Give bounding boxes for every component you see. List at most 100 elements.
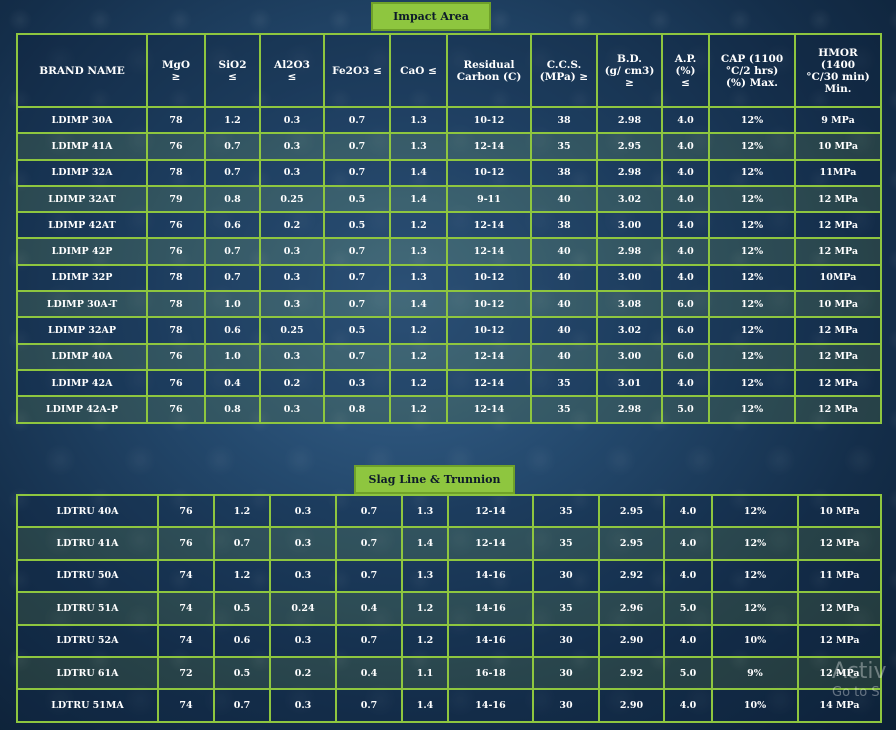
cell-cao: 1.2 [389, 342, 448, 371]
cell-ap: 6.0 [661, 316, 710, 345]
cell-al2o3: 0.24 [269, 591, 337, 626]
cell-mgo: 72 [157, 655, 215, 691]
cell-hmor: 12 MPa [797, 623, 882, 658]
cell-al2o3: 0.3 [269, 623, 337, 658]
cell-residual-carbon: 12-14 [446, 368, 532, 398]
slag-table-row: LDTRU 40A 76 1.2 0.3 0.7 1.3 12-14 35 2.95 4.0 12%… [16, 493, 882, 529]
cell-ccs: 35 [530, 368, 598, 398]
cell-bd: 2.98 [596, 158, 663, 187]
cell-ccs: 30 [532, 655, 600, 691]
cell-cap: 12% [708, 263, 796, 293]
cell-bd: 3.01 [596, 368, 663, 398]
impact-table-row: LDIMP 32A 78 0.7 0.3 0.7 1.4 10-12 38 2.98 4.0 12%… [16, 158, 882, 187]
cell-cao: 1.2 [389, 316, 448, 345]
col-cao: CaO ≤ [389, 33, 448, 108]
cell-brand-name: LDIMP 32AP [16, 316, 148, 345]
cell-brand-name: LDIMP 32P [16, 263, 148, 293]
cell-ap: 4.0 [661, 368, 710, 398]
col-cap: CAP (1100 °C/2 hrs) (%) Max. [708, 33, 796, 108]
cell-mgo: 78 [146, 263, 206, 293]
cell-hmor: 14 MPa [797, 688, 882, 723]
cell-cao: 1.1 [401, 655, 449, 691]
impact-area-title: Impact Area [371, 2, 491, 31]
cell-cao: 1.4 [389, 158, 448, 187]
cell-bd: 3.02 [596, 316, 663, 345]
cell-mgo: 76 [146, 211, 206, 240]
col-mgo: MgO ≥ [146, 33, 206, 108]
cell-bd: 2.95 [596, 132, 663, 161]
cell-fe2o3: 0.5 [323, 316, 391, 345]
cell-brand-name: LDIMP 32AT [16, 184, 148, 214]
cell-ap: 6.0 [661, 342, 710, 371]
cell-mgo: 78 [146, 158, 206, 187]
cell-brand-name: LDTRU 61A [16, 655, 159, 691]
cell-fe2o3: 0.5 [323, 211, 391, 240]
cell-fe2o3: 0.4 [335, 591, 403, 626]
cell-ccs: 35 [532, 493, 600, 529]
cell-mgo: 76 [157, 526, 215, 561]
cell-sio2: 0.7 [204, 158, 261, 187]
cell-cao: 1.3 [389, 105, 448, 135]
cell-sio2: 0.7 [204, 237, 261, 266]
cell-hmor: 12 MPa [794, 316, 882, 345]
col-ap: A.P. (%) ≤ [661, 33, 710, 108]
cell-al2o3: 0.3 [269, 493, 337, 529]
cell-cao: 1.4 [401, 526, 449, 561]
cell-brand-name: LDIMP 41A [16, 132, 148, 161]
col-fe2o3: Fe2O3 ≤ [323, 33, 391, 108]
cell-brand-name: LDIMP 30A-T [16, 290, 148, 319]
cell-cap: 12% [708, 237, 796, 266]
cell-hmor: 12 MPa [794, 237, 882, 266]
cell-hmor: 12 MPa [794, 184, 882, 214]
cell-fe2o3: 0.8 [323, 395, 391, 424]
cell-fe2o3: 0.7 [335, 526, 403, 561]
cell-hmor: 12 MPa [794, 368, 882, 398]
cell-hmor: 12 MPa [797, 655, 882, 691]
cell-mgo: 74 [157, 558, 215, 594]
cell-al2o3: 0.2 [259, 368, 325, 398]
cell-bd: 2.90 [598, 688, 665, 723]
cell-fe2o3: 0.7 [323, 132, 391, 161]
cell-bd: 3.00 [596, 342, 663, 371]
cell-residual-carbon: 12-14 [446, 211, 532, 240]
cell-brand-name: LDTRU 52A [16, 623, 159, 658]
cell-sio2: 0.5 [213, 591, 271, 626]
impact-table-row: LDIMP 42P 76 0.7 0.3 0.7 1.3 12-14 40 2.98 4.0 12%… [16, 237, 882, 266]
col-hmor: HMOR (1400 °C/30 min) Min. [794, 33, 882, 108]
slag-table-row: LDTRU 50A 74 1.2 0.3 0.7 1.3 14-16 30 2.92 4.0 12%… [16, 558, 882, 594]
impact-table-row: LDIMP 40A 76 1.0 0.3 0.7 1.2 12-14 40 3.00 6.0 12%… [16, 342, 882, 371]
cell-hmor: 12 MPa [797, 526, 882, 561]
cell-residual-carbon: 10-12 [446, 316, 532, 345]
slag-line-table: LDTRU 40A 76 1.2 0.3 0.7 1.3 12-14 35 2.95 4.0 12%… [16, 493, 882, 723]
cell-bd: 3.00 [596, 211, 663, 240]
cell-brand-name: LDTRU 51A [16, 591, 159, 626]
cell-hmor: 10MPa [794, 263, 882, 293]
cell-al2o3: 0.3 [269, 526, 337, 561]
impact-table-body: LDIMP 30A 78 1.2 0.3 0.7 1.3 10-12 38 2.98 4.0 12%… [16, 105, 882, 424]
cell-residual-carbon: 12-14 [446, 395, 532, 424]
cell-ap: 4.0 [661, 158, 710, 187]
cell-sio2: 1.2 [204, 105, 261, 135]
cell-ap: 4.0 [661, 263, 710, 293]
cell-al2o3: 0.3 [259, 342, 325, 371]
cell-ap: 4.0 [661, 237, 710, 266]
cell-ccs: 30 [532, 688, 600, 723]
cell-fe2o3: 0.7 [335, 493, 403, 529]
cell-ccs: 40 [530, 316, 598, 345]
cell-cap: 12% [708, 368, 796, 398]
cell-brand-name: LDTRU 50A [16, 558, 159, 594]
cell-bd: 2.98 [596, 237, 663, 266]
impact-area-table: BRAND NAME MgO ≥ SiO2 ≤ Al2O3 ≤ Fe2O3 ≤ CaO… [16, 33, 882, 424]
cell-fe2o3: 0.7 [323, 342, 391, 371]
cell-brand-name: LDIMP 30A [16, 105, 148, 135]
cell-cao: 1.2 [401, 623, 449, 658]
cell-cao: 1.3 [389, 263, 448, 293]
cell-al2o3: 0.25 [259, 184, 325, 214]
cell-sio2: 1.2 [213, 558, 271, 594]
cell-ap: 5.0 [661, 395, 710, 424]
cell-brand-name: LDIMP 42AT [16, 211, 148, 240]
cell-sio2: 0.7 [213, 688, 271, 723]
cell-residual-carbon: 14-16 [447, 558, 534, 594]
cell-hmor: 12 MPa [794, 211, 882, 240]
cell-sio2: 1.0 [204, 290, 261, 319]
